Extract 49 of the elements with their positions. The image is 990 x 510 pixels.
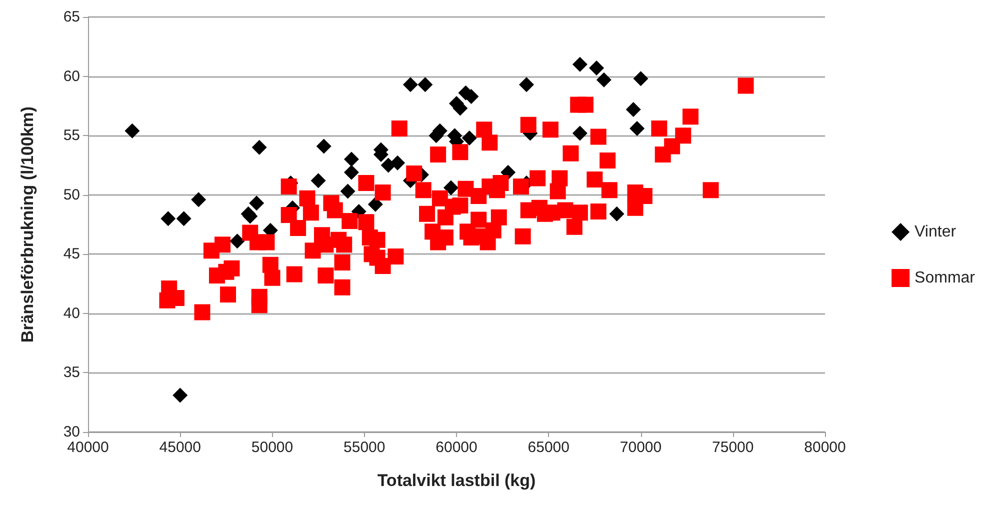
point [368, 196, 383, 212]
point [589, 60, 604, 76]
point [172, 388, 188, 403]
x-tick-label: 50000 [251, 439, 294, 456]
point [418, 77, 433, 92]
point [630, 120, 645, 136]
x-tick-label: 40000 [67, 439, 109, 456]
point [443, 180, 458, 196]
y-tick-label: 35 [63, 364, 80, 382]
legend-label: Sommar [914, 270, 976, 286]
point [344, 164, 359, 180]
point [596, 72, 612, 88]
point [609, 206, 624, 222]
y-tick-label: 40 [63, 304, 80, 322]
x-tick-label: 70000 [620, 439, 662, 456]
x-tick-label: 45000 [159, 439, 201, 456]
point [633, 71, 648, 86]
point [390, 155, 406, 170]
y-tick-label: 30 [63, 424, 80, 440]
point [191, 192, 206, 208]
point [316, 138, 332, 154]
point [340, 184, 356, 199]
point [160, 211, 176, 226]
point [310, 173, 326, 188]
x-tick-label: 55000 [344, 439, 386, 456]
point [572, 56, 588, 72]
x-tick-label: 65000 [528, 439, 570, 456]
y-tick-label: 55 [63, 127, 80, 144]
point [124, 123, 140, 138]
point [176, 211, 192, 226]
point [462, 130, 477, 146]
legend-label: Vinter [914, 224, 957, 240]
point [572, 126, 588, 141]
y-tick-label: 65 [63, 8, 80, 26]
point [344, 152, 359, 167]
x-tick-label: 80000 [804, 439, 846, 456]
x-tick-label: 75000 [712, 439, 754, 456]
x-axis-title: Totalvikt lastbil (kg) [377, 471, 536, 490]
point [249, 196, 264, 211]
point [402, 77, 418, 92]
x-tick-label: 60000 [436, 439, 478, 456]
y-tick-label: 45 [63, 246, 80, 263]
y-axis-title: Bränsleförbrukning (l/100km) [18, 106, 37, 343]
y-tick-label: 60 [63, 68, 80, 85]
point [626, 102, 641, 117]
point [230, 234, 245, 249]
point [252, 140, 267, 155]
point [519, 77, 534, 92]
y-tick-label: 50 [63, 186, 80, 204]
